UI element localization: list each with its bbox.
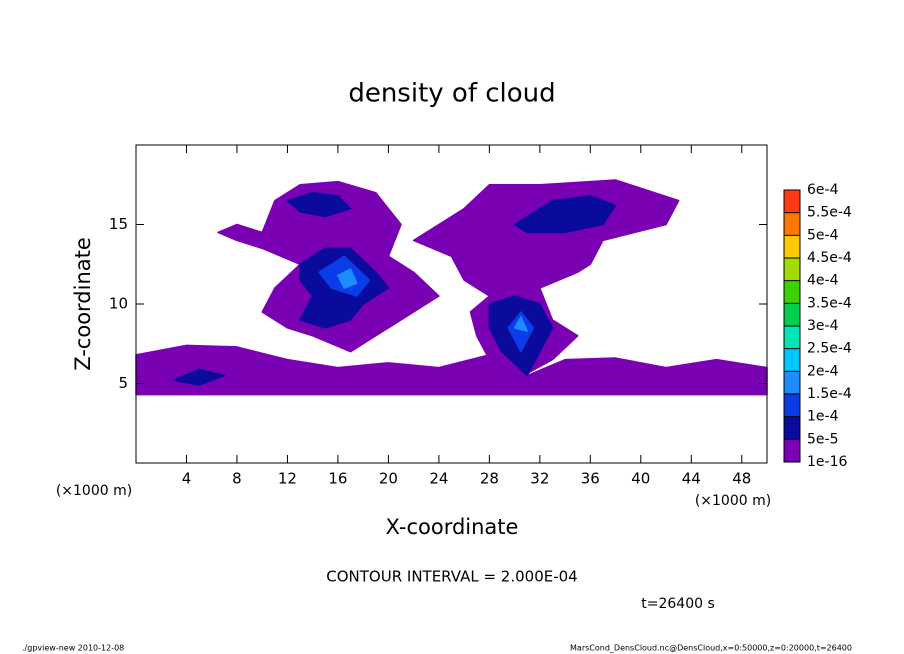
- x-tick-label: 20: [379, 470, 398, 488]
- contour-region: [173, 368, 226, 386]
- colorbar-swatch: [784, 258, 800, 281]
- colorbar-label: 4e-4: [807, 273, 839, 289]
- x-tick-label: 16: [328, 470, 347, 488]
- x-tick-label: 48: [732, 470, 751, 488]
- footer-right: MarsCond_DensCloud.nc@DensCloud,x=0:5000…: [570, 644, 852, 653]
- colorbar-swatch: [784, 212, 800, 236]
- colorbar-swatch: [784, 280, 800, 304]
- colorbar-label: 5e-5: [807, 431, 838, 447]
- plot-frame: [135, 144, 768, 464]
- x-tick-label: 12: [278, 470, 297, 488]
- x-tick-label: 32: [530, 470, 549, 488]
- colorbar-swatch: [784, 371, 800, 394]
- colorbar-label: 3e-4: [807, 318, 839, 334]
- colorbar-label: 1e-4: [807, 409, 839, 425]
- x-tick-label: 44: [682, 470, 701, 488]
- x-tick-label: 28: [480, 470, 499, 488]
- contour-region: [135, 344, 768, 396]
- contour-region: [412, 179, 680, 382]
- contour-region: [286, 191, 352, 218]
- colorbar-swatch: [784, 326, 800, 349]
- chart-title: density of cloud: [348, 79, 555, 109]
- x-tick-label: 24: [429, 470, 448, 488]
- colorbar-swatch: [784, 235, 800, 258]
- colorbar-label: 2.5e-4: [807, 341, 852, 357]
- y-tick-label: 5: [118, 374, 128, 392]
- y-tick-label: 15: [109, 215, 128, 233]
- colorbar-label: 6e-4: [807, 182, 839, 198]
- contour-region: [507, 311, 535, 353]
- contour-region: [337, 268, 358, 289]
- x-tick-label: 4: [182, 470, 192, 488]
- y-axis-label: Z-coordinate: [71, 237, 95, 371]
- contour-interval: CONTOUR INTERVAL = 2.000E-04: [326, 568, 577, 586]
- time-label: t=26400 s: [641, 596, 715, 612]
- colorbar-swatch: [784, 439, 800, 462]
- colorbar-label: 1e-16: [807, 454, 847, 470]
- colorbar-label: 5.5e-4: [807, 205, 852, 221]
- contour-region: [513, 195, 617, 234]
- colorbar-label: 3.5e-4: [807, 295, 852, 311]
- colorbar-swatch: [784, 416, 800, 440]
- colorbar-swatch: [784, 394, 800, 417]
- colorbar-label: 5e-4: [807, 227, 839, 243]
- contour-region: [513, 315, 528, 332]
- footer-left: ./gpview-new 2010-12-08: [22, 644, 124, 653]
- colorbar-label: 2e-4: [807, 363, 839, 379]
- x-unit-left: (×1000 m): [56, 483, 132, 499]
- colorbar-label: 4.5e-4: [807, 250, 852, 266]
- y-tick-label: 10: [109, 295, 128, 313]
- x-tick-label: 36: [581, 470, 600, 488]
- x-tick-label: 8: [232, 470, 242, 488]
- x-unit-right: (×1000 m): [695, 493, 771, 509]
- colorbar-swatch: [784, 348, 800, 372]
- colorbar-swatch: [784, 303, 800, 326]
- colorbar-label: 1.5e-4: [807, 386, 852, 402]
- x-tick-label: 40: [631, 470, 650, 488]
- colorbar-swatch: [784, 190, 800, 213]
- x-axis-label: X-coordinate: [386, 515, 519, 539]
